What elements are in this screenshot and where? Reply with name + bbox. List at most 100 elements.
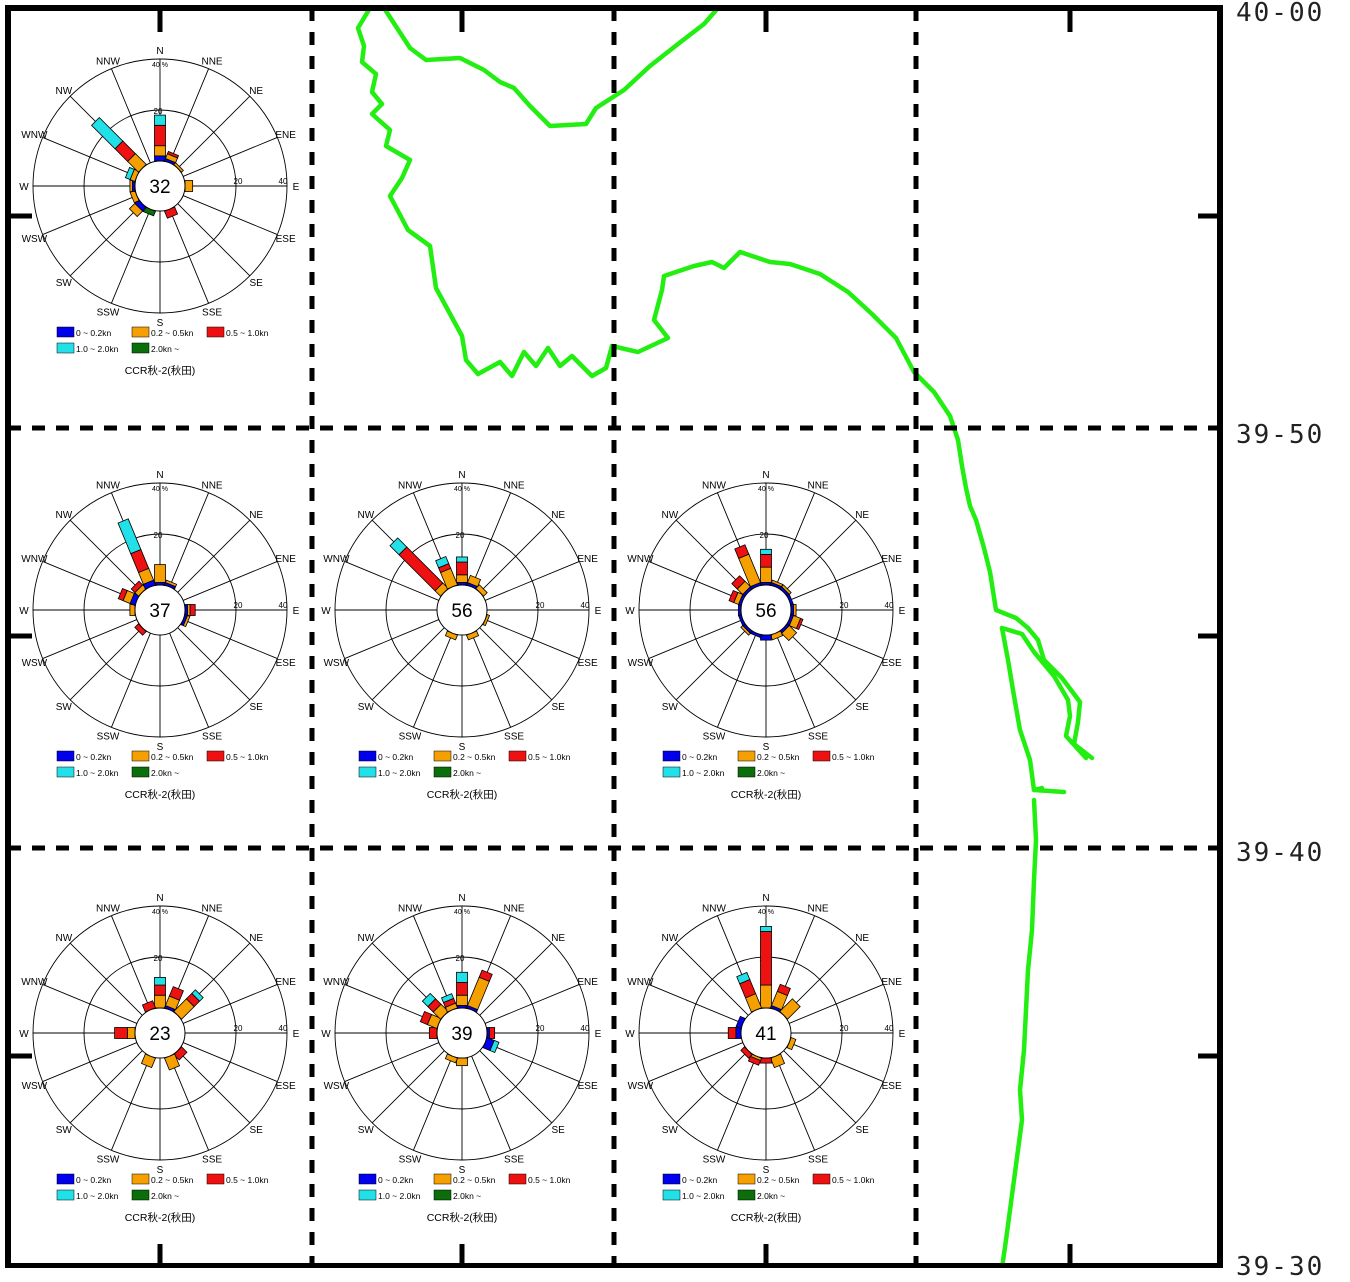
rose-bar: [154, 977, 166, 986]
rose-spoke: [110, 915, 151, 1011]
rose-spoke: [648, 619, 744, 660]
direction-label: NW: [55, 86, 72, 97]
rose-spoke: [471, 492, 512, 588]
rose-bar: [428, 1027, 438, 1039]
legend-swatch: [358, 750, 377, 762]
direction-label: ESE: [578, 658, 598, 669]
ring-label: 20: [234, 177, 243, 186]
latitude-label: 40-00: [1236, 0, 1325, 28]
rose-bar: [435, 556, 450, 569]
direction-label: SW: [662, 1125, 679, 1136]
direction-label: SE: [551, 702, 565, 713]
direction-label: NNE: [807, 480, 828, 491]
ring-label: 20: [234, 1024, 243, 1033]
direction-label: NW: [661, 510, 678, 521]
direction-label: SSE: [808, 1155, 828, 1166]
rose-bar: [478, 969, 493, 982]
ring-label: 40 %: [758, 486, 774, 493]
legend-label: 0.2 ~ 0.5kn: [151, 1175, 194, 1185]
rose-spoke: [177, 627, 251, 701]
rose-bar: [731, 575, 746, 590]
legend-swatch: [737, 750, 756, 762]
legend-label: 1.0 ~ 2.0kn: [76, 1191, 119, 1201]
rose-bar: [130, 580, 144, 594]
legend-label: 0.5 ~ 1.0kn: [832, 1175, 875, 1185]
direction-label: WNW: [627, 554, 654, 565]
rose-spoke: [182, 195, 278, 236]
direction-label: SSW: [399, 732, 422, 743]
direction-label: E: [293, 182, 300, 193]
rose-spoke: [42, 136, 138, 177]
direction-label: SE: [551, 1125, 565, 1136]
direction-label: SE: [855, 1125, 869, 1136]
coastline: [355, 5, 1095, 1268]
direction-label: NE: [249, 510, 263, 521]
direction-label: ENE: [577, 977, 598, 988]
rose-spoke: [182, 1042, 278, 1083]
legend-swatch: [358, 1173, 377, 1185]
direction-label: NNE: [201, 903, 222, 914]
direction-label: SSE: [808, 732, 828, 743]
direction-label: NE: [551, 510, 565, 521]
legend-label: 2.0kn ~: [453, 1191, 481, 1201]
direction-label: E: [899, 606, 906, 617]
legend-label: 1.0 ~ 2.0kn: [378, 1191, 421, 1201]
rose-spoke: [110, 1055, 151, 1151]
legend-swatch: [508, 1173, 527, 1185]
legend-swatch: [433, 1173, 452, 1185]
legend-swatch: [812, 750, 831, 762]
station-label: CCR秋-2(秋田): [125, 788, 196, 801]
direction-label: SSE: [202, 732, 222, 743]
legend-label: 0.5 ~ 1.0kn: [226, 752, 269, 762]
rose-bar: [154, 155, 166, 162]
rose-spoke: [471, 632, 512, 728]
direction-label: S: [763, 742, 770, 753]
direction-label: ENE: [881, 977, 902, 988]
legend-label: 2.0kn ~: [453, 768, 481, 778]
direction-label: NNE: [201, 480, 222, 491]
ring-label: 40: [279, 1024, 288, 1033]
wind-rose: N NNE NE ENE E ESE SE SSE S SSW SW WSW W WNW NW NNW 20 40…: [321, 893, 601, 1224]
rose-bar: [456, 574, 468, 583]
station-label: CCR秋-2(秋田): [731, 1211, 802, 1224]
legend-label: 0.2 ~ 0.5kn: [151, 328, 194, 338]
calm-count: 41: [755, 1024, 776, 1045]
rose-bar: [129, 180, 133, 192]
legend-swatch: [433, 766, 452, 778]
direction-label: WSW: [324, 658, 350, 669]
rose-spoke: [479, 1050, 553, 1124]
direction-label: SW: [662, 702, 679, 713]
direction-label: NNW: [702, 480, 726, 491]
direction-label: N: [156, 893, 163, 904]
direction-label: NNW: [96, 480, 120, 491]
rose-spoke: [344, 1042, 440, 1083]
rose-bar: [456, 982, 468, 996]
rose-spoke: [69, 1050, 143, 1124]
rose-bar: [154, 124, 166, 147]
rose-spoke: [479, 942, 553, 1016]
rose-spoke: [42, 195, 138, 236]
legend-swatch: [56, 750, 75, 762]
wind-rose: N NNE NE ENE E ESE SE SSE S SSW SW WSW W WNW NW NNW 20 40…: [19, 893, 299, 1224]
coastline-segment: [1031, 787, 1067, 795]
rose-spoke: [69, 203, 143, 277]
rose-bar: [760, 554, 772, 568]
legend-label: 1.0 ~ 2.0kn: [378, 768, 421, 778]
rose-spoke: [783, 1050, 857, 1124]
rose-bar: [154, 984, 166, 996]
legend-label: 0 ~ 0.2kn: [682, 752, 717, 762]
legend-swatch: [812, 1173, 831, 1185]
rose-spoke: [675, 1050, 749, 1124]
direction-label: NNE: [807, 903, 828, 914]
coastline-segment: [355, 5, 1095, 761]
direction-label: E: [293, 1029, 300, 1040]
direction-label: NNE: [503, 480, 524, 491]
map-grid: [5, 5, 1223, 1268]
legend-label: 0.5 ~ 1.0kn: [226, 1175, 269, 1185]
calm-circle: [134, 1007, 186, 1059]
direction-label: SSW: [703, 1155, 726, 1166]
legend-label: 0.5 ~ 1.0kn: [832, 752, 875, 762]
rose-spoke: [675, 942, 749, 1016]
legend-label: 0 ~ 0.2kn: [76, 1175, 111, 1185]
